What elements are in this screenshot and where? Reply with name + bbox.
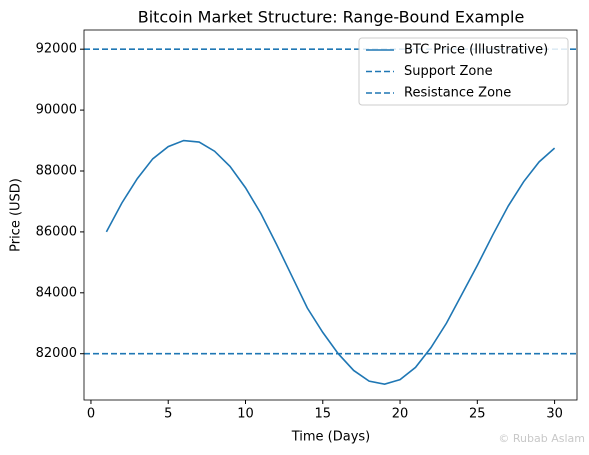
x-tick-label: 5 bbox=[164, 407, 172, 422]
y-tick-label: 90000 bbox=[36, 103, 77, 118]
chart-title: Bitcoin Market Structure: Range-Bound Ex… bbox=[138, 8, 525, 27]
watermark: © Rubab Aslam bbox=[498, 432, 585, 445]
y-tick-label: 92000 bbox=[36, 42, 77, 57]
plot-frame bbox=[83, 29, 578, 401]
y-tick-label: 84000 bbox=[36, 285, 77, 300]
price-line bbox=[105, 139, 556, 385]
x-tick-label: 20 bbox=[392, 407, 409, 422]
x-axis-label: Time (Days) bbox=[291, 430, 371, 445]
y-tick-label: 82000 bbox=[36, 346, 77, 361]
legend-label: Resistance Zone bbox=[404, 86, 511, 101]
legend-label: BTC Price (Illustrative) bbox=[404, 43, 548, 58]
x-tick-label: 30 bbox=[546, 407, 563, 422]
x-tick-label: 0 bbox=[87, 407, 95, 422]
x-tick-label: 25 bbox=[469, 407, 486, 422]
legend-label: Support Zone bbox=[404, 64, 493, 79]
x-tick-label: 10 bbox=[237, 407, 254, 422]
y-axis-label: Price (USD) bbox=[9, 178, 24, 252]
y-tick-label: 88000 bbox=[36, 163, 77, 178]
x-tick-label: 15 bbox=[314, 407, 331, 422]
y-tick-label: 86000 bbox=[36, 224, 77, 239]
legend-box bbox=[358, 37, 569, 106]
